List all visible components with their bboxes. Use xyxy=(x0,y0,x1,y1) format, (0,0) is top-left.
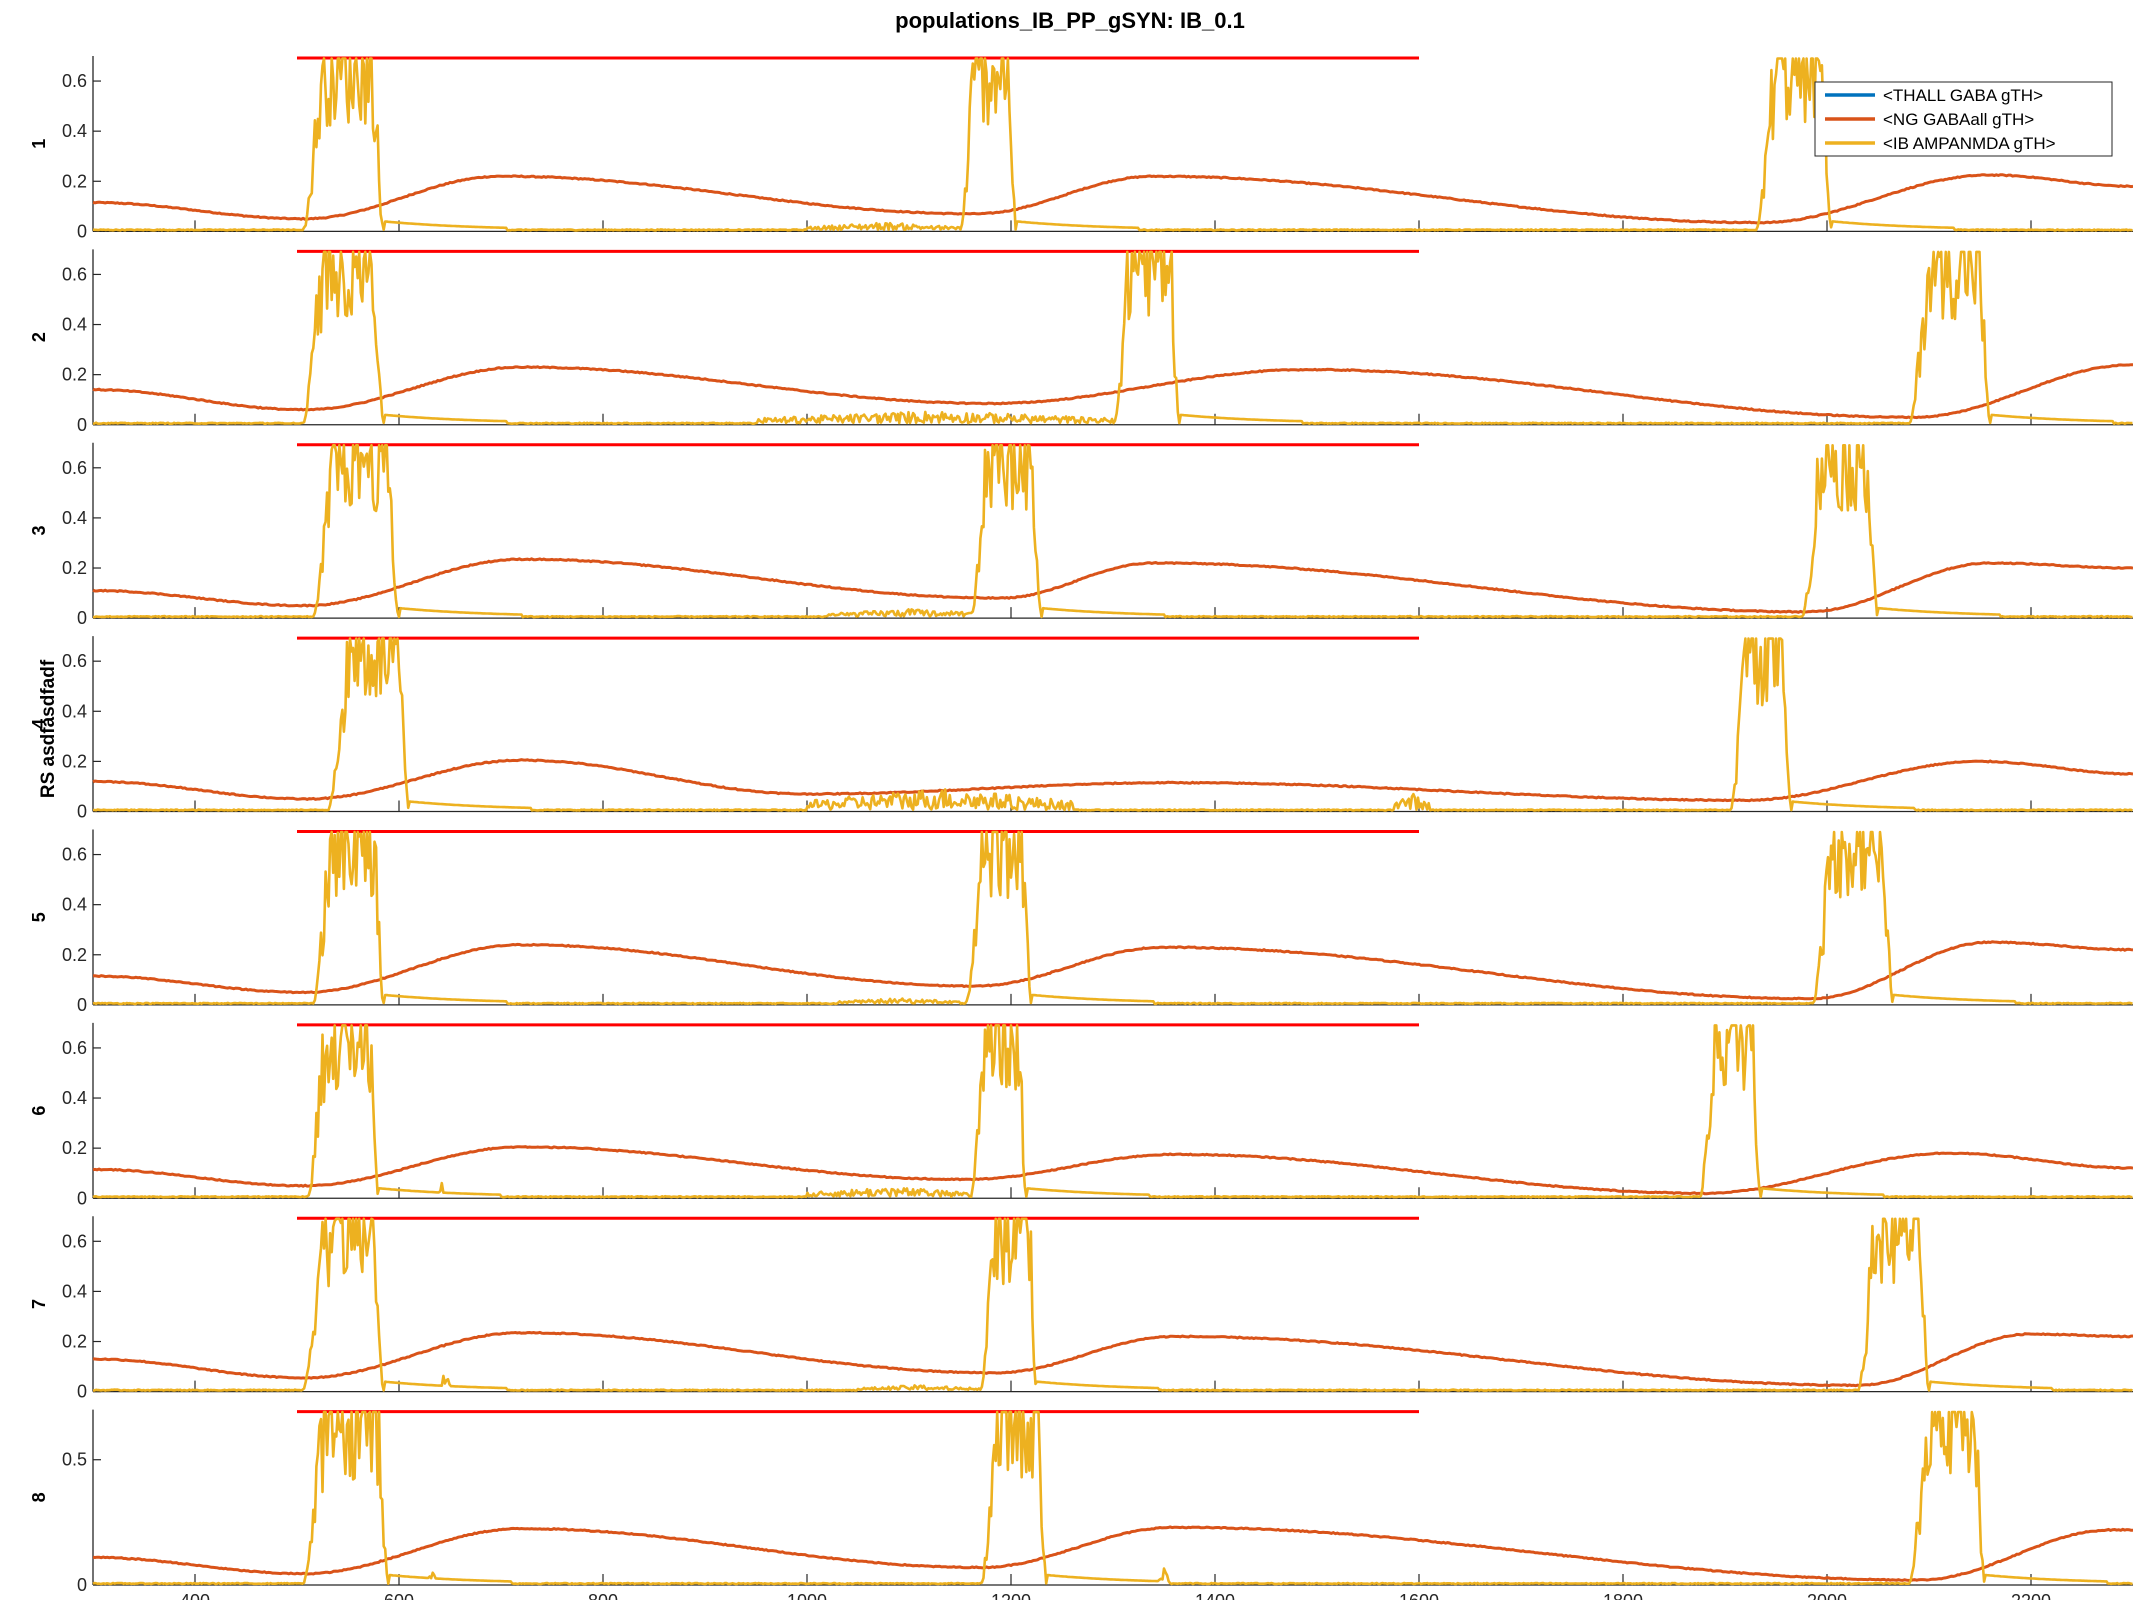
x-tick-label: 400 xyxy=(180,1591,210,1600)
series-ib-ampanmda xyxy=(92,57,2133,232)
subplot-3: 0 0.2 0.4 0.6 3 xyxy=(29,442,2133,628)
series-ib-ampanmda xyxy=(92,250,2133,426)
y-tick-label: 0.2 xyxy=(62,945,87,965)
y-tick-label: 0.6 xyxy=(62,458,87,478)
subplot-label: 6 xyxy=(29,1106,49,1116)
series-ng-gabaall xyxy=(92,1145,2133,1196)
series-ib-ampanmda xyxy=(93,637,2133,812)
y-tick-label: 0.6 xyxy=(62,71,87,91)
series-ib-ampanmda xyxy=(92,1410,2133,1586)
y-tick-label: 0.4 xyxy=(62,1281,87,1301)
y-tick-label: 0.4 xyxy=(62,895,87,915)
subplot-label: 5 xyxy=(29,912,49,922)
y-tick-label: 0 xyxy=(77,995,87,1015)
subplot-8: 0 0.5 400 600 800 1000 1200 1400 1600 1800 2000 220… xyxy=(29,1409,2133,1600)
x-tick-label: 800 xyxy=(588,1591,618,1600)
subplot-label: 3 xyxy=(29,525,49,535)
y-tick-label: 0 xyxy=(77,1382,87,1402)
figure-title: populations_IB_PP_gSYN: IB_0.1 xyxy=(895,8,1245,33)
y-tick-label: 0.4 xyxy=(62,701,87,721)
series-ib-ampanmda xyxy=(92,830,2133,1006)
subplot-1: 0 0.2 0.4 0.6 1 <THALL GABA gTH> <NG GABAall g… xyxy=(29,56,2133,241)
series-ib-ampanmda xyxy=(92,1024,2133,1199)
legend: <THALL GABA gTH> <NG GABAall gTH> <IB AMPA… xyxy=(1814,81,2113,157)
subplot-label: 2 xyxy=(29,332,49,342)
subplot-label: 1 xyxy=(29,139,49,149)
y-tick-label: 0.6 xyxy=(62,264,87,284)
y-tick-label: 0.2 xyxy=(62,1138,87,1158)
y-tick-label: 0 xyxy=(77,608,87,628)
subplot-2: 0 0.2 0.4 0.6 2 xyxy=(29,249,2133,435)
series-ng-gabaall xyxy=(92,173,2133,225)
y-tick-label: 0 xyxy=(77,415,87,435)
y-tick-label: 0.4 xyxy=(62,508,87,528)
y-tick-label: 0.6 xyxy=(62,1038,87,1058)
subplot-label: 8 xyxy=(29,1492,49,1502)
y-tick-label: 0.2 xyxy=(62,558,87,578)
y-tick-label: 0.2 xyxy=(62,751,87,771)
legend-entry: <NG GABAall gTH> xyxy=(1883,110,2034,129)
y-tick-label: 0.5 xyxy=(62,1450,87,1470)
subplot-label: 7 xyxy=(29,1299,49,1309)
y-tick-label: 0.2 xyxy=(62,365,87,385)
y-tick-label: 0.4 xyxy=(62,121,87,141)
series-ib-ampanmda xyxy=(93,443,2133,619)
x-tick-label: 600 xyxy=(384,1591,414,1600)
y-tick-label: 0.6 xyxy=(62,845,87,865)
series-ng-gabaall xyxy=(92,557,2133,614)
x-tick-label: 1200 xyxy=(991,1591,1031,1600)
y-tick-label: 0 xyxy=(77,1188,87,1208)
series-ib-ampanmda xyxy=(92,1217,2133,1392)
x-tick-label: 1000 xyxy=(787,1591,827,1600)
y-tick-label: 0 xyxy=(77,1575,87,1595)
subplot-stack: 0 0.2 0.4 0.6 1 <THALL GABA gTH> <NG GABAall g… xyxy=(29,56,2133,1600)
series-ng-gabaall xyxy=(92,1525,2133,1583)
y-tick-label: 0.6 xyxy=(62,651,87,671)
y-tick-label: 0 xyxy=(77,221,87,241)
subplot-7: 0 0.2 0.4 0.6 7 xyxy=(29,1216,2133,1402)
subplot-6: 0 0.2 0.4 0.6 6 xyxy=(29,1022,2133,1208)
series-ng-gabaall xyxy=(92,1330,2133,1388)
y-tick-label: 0.6 xyxy=(62,1231,87,1251)
series-ng-gabaall xyxy=(92,363,2133,420)
legend-entry: <THALL GABA gTH> xyxy=(1883,86,2043,105)
series-ng-gabaall xyxy=(92,940,2133,1001)
x-tick-label: 2000 xyxy=(1807,1591,1847,1600)
y-tick-label: 0.2 xyxy=(62,171,87,191)
x-tick-label: 1600 xyxy=(1399,1591,1439,1600)
y-tick-label: 0.4 xyxy=(62,315,87,335)
figure-y-axis-label: RS asdfasdfadf xyxy=(38,659,59,798)
subplot-4: 0 0.2 0.4 0.6 4 xyxy=(29,636,2133,822)
x-tick-label: 1800 xyxy=(1603,1591,1643,1600)
y-tick-label: 0.4 xyxy=(62,1088,87,1108)
x-tick-label: 1400 xyxy=(1195,1591,1235,1600)
series-ng-gabaall xyxy=(92,758,2133,803)
y-tick-label: 0.2 xyxy=(62,1332,87,1352)
subplot-label: 4 xyxy=(29,719,49,729)
x-tick-label: 2200 xyxy=(2011,1591,2051,1600)
y-tick-label: 0 xyxy=(77,802,87,822)
legend-entry: <IB AMPANMDA gTH> xyxy=(1883,134,2056,153)
subplot-5: 0 0.2 0.4 0.6 5 xyxy=(29,829,2133,1015)
